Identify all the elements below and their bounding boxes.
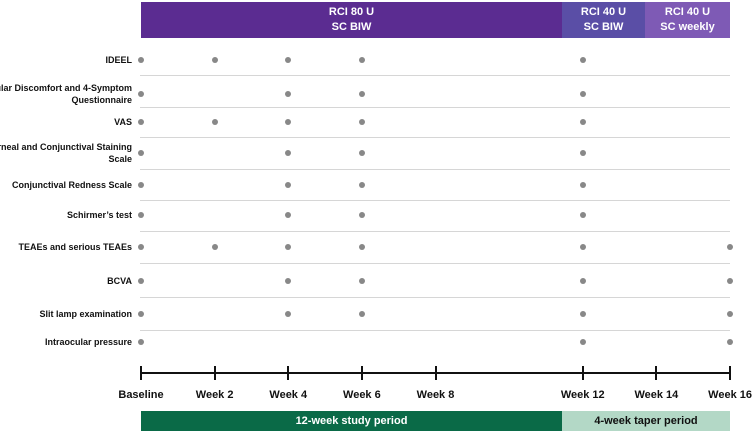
assessment-dot [358, 311, 365, 317]
timeline-tick [213, 366, 216, 380]
assessment-dot [579, 182, 586, 188]
assessment-dot [285, 91, 292, 97]
treatment-band-frequency: SC BIW [583, 21, 624, 33]
row-divider [140, 297, 730, 298]
treatment-band-frequency: SC BIW [331, 21, 372, 33]
treatment-band-dose: RCI 80 U [328, 6, 375, 18]
assessment-dot [138, 278, 144, 284]
assessment-dot [285, 57, 292, 63]
assessment-dot [138, 182, 144, 188]
assessment-dot [211, 244, 218, 250]
study-period-bar: 4-week taper period [562, 411, 730, 431]
row-divider [140, 263, 730, 264]
row-divider [140, 107, 730, 108]
timeline-tick-label: Week 4 [269, 389, 308, 401]
assessment-label: Schirmer’s test [66, 210, 132, 220]
assessment-dot [138, 57, 144, 63]
row-divider [140, 330, 730, 331]
assessment-dot [358, 278, 365, 284]
assessment-dot [727, 339, 733, 345]
assessment-dot [285, 119, 292, 125]
timeline-tick [140, 366, 142, 380]
timeline-tick-label: Week 6 [343, 389, 381, 401]
row-divider [140, 169, 730, 170]
assessment-dot [138, 212, 144, 218]
assessment-dot [579, 119, 586, 125]
assessment-dot [579, 91, 586, 97]
assessment-dot [579, 278, 586, 284]
assessment-dot [285, 244, 292, 250]
timeline-tick [434, 366, 437, 380]
timeline-tick [360, 366, 363, 380]
treatment-band-dose: RCI 40 U [664, 6, 711, 18]
row-divider [140, 231, 730, 232]
assessment-dot [358, 119, 365, 125]
assessment-label: Slit lamp examination [39, 309, 132, 319]
assessment-dot [358, 57, 365, 63]
assessment-label: IDEEL [105, 55, 132, 65]
assessment-dot [579, 212, 586, 218]
timeline-tick [287, 366, 290, 380]
assessment-dot [285, 212, 292, 218]
timeline-tick-label: Week 8 [416, 389, 455, 401]
assessment-label: BCVA [107, 276, 132, 286]
study-period-label: 4-week taper period [594, 415, 698, 427]
assessment-dot [727, 278, 733, 284]
treatment-band: RCI 40 U SC BIW [562, 2, 645, 38]
assessment-dot [138, 150, 144, 156]
assessment-label: Corneal and Conjunctival Staining Scale [0, 142, 132, 164]
assessment-dot [285, 278, 292, 284]
assessment-dot [358, 244, 365, 250]
assessment-dot [138, 244, 144, 250]
assessment-dot [285, 311, 292, 317]
timeline-tick [729, 366, 731, 380]
timeline-tick [655, 366, 658, 380]
assessment-label: TEAEs and serious TEAEs [18, 242, 132, 252]
timeline-tick-label: Week 14 [634, 389, 679, 401]
assessment-dot [138, 311, 144, 317]
timeline-tick-label: Week 16 [708, 389, 752, 401]
assessment-dot [579, 150, 586, 156]
assessment-dot [138, 339, 144, 345]
timeline-tick [581, 366, 584, 380]
timeline-tick-label: Week 12 [560, 389, 605, 401]
assessment-dot [579, 57, 586, 63]
treatment-band: RCI 80 U SC BIW [141, 2, 562, 38]
study-period-bar: 12-week study period [141, 411, 562, 431]
assessment-dot [211, 57, 218, 63]
assessment-dot [138, 91, 144, 97]
assessment-dot [138, 119, 144, 125]
assessment-label: Intraocular pressure [44, 337, 132, 347]
assessment-label: VAS [114, 117, 132, 127]
assessment-dot [285, 182, 292, 188]
assessment-dot [579, 311, 586, 317]
assessment-dot [285, 150, 292, 156]
study-period-label: 12-week study period [295, 415, 408, 427]
assessment-dot [579, 244, 586, 250]
treatment-band: RCI 40 U SC weekly [645, 2, 730, 38]
assessment-dot [358, 91, 365, 97]
treatment-band-dose: RCI 40 U [580, 6, 627, 18]
timeline-tick-label: Week 2 [195, 389, 234, 401]
assessment-label: Conjunctival Redness Scale [11, 180, 132, 190]
row-divider [140, 75, 730, 76]
assessment-label: Ocular Discomfort and 4-Symptom Question… [0, 83, 132, 105]
treatment-band-frequency: SC weekly [660, 21, 715, 33]
assessment-dot [579, 339, 586, 345]
timeline-tick-label: Baseline [118, 389, 164, 401]
row-divider [140, 200, 730, 201]
assessment-dot [211, 119, 218, 125]
row-divider [140, 137, 730, 138]
assessment-dot [727, 244, 733, 250]
assessment-dot [727, 311, 733, 317]
assessment-dot [358, 150, 365, 156]
assessment-dot [358, 212, 365, 218]
assessment-dot [358, 182, 365, 188]
